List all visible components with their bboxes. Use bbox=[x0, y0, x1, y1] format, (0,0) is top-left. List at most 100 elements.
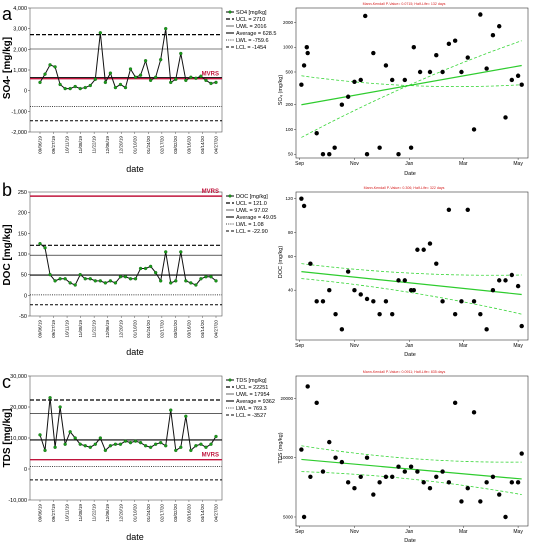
scatter-plot-area-3: 5000 10000 20000 Sep Nov Jan Mar May bbox=[280, 375, 529, 535]
scatter-point bbox=[320, 299, 326, 304]
data-point bbox=[78, 442, 82, 446]
scatter-point bbox=[515, 73, 521, 78]
x-tick-label: 01/24/20 bbox=[146, 136, 151, 154]
scatter-point bbox=[415, 469, 420, 474]
scatter-point bbox=[320, 469, 326, 474]
scatter-point bbox=[427, 241, 433, 246]
x-tick-label: 11/08/19 bbox=[78, 320, 83, 338]
data-point bbox=[123, 439, 128, 443]
x-tick-label: Jan bbox=[405, 343, 413, 349]
scatter-point bbox=[421, 480, 426, 485]
scatter-point bbox=[299, 196, 304, 201]
scatter-point bbox=[427, 69, 433, 75]
scatter-point bbox=[490, 474, 496, 479]
y-tick-label: 20000 bbox=[280, 396, 293, 401]
y-tick-label: -1,000 bbox=[11, 109, 27, 115]
scatter-point bbox=[440, 299, 445, 304]
scatter-point bbox=[345, 269, 351, 274]
scatter-title-1: Mann-Kendall P-Value= 0.0715; Half-Life=… bbox=[363, 2, 446, 6]
data-point bbox=[179, 51, 183, 56]
y-tick-label: 30,000 bbox=[10, 374, 27, 380]
scatter-point bbox=[515, 283, 521, 289]
scatter-point bbox=[411, 287, 416, 293]
data-point bbox=[43, 448, 47, 453]
scatter-point bbox=[446, 41, 452, 47]
scatter-point bbox=[371, 492, 376, 497]
data-point bbox=[63, 442, 67, 446]
data-point bbox=[88, 445, 92, 449]
data-point bbox=[63, 86, 67, 91]
x-tick-label: 10/11/19 bbox=[65, 136, 70, 154]
scatter-point bbox=[402, 469, 408, 474]
x-tick-label: 01/24/20 bbox=[146, 320, 151, 338]
data-point bbox=[164, 250, 168, 254]
scatter-point bbox=[314, 400, 319, 406]
confidence-band bbox=[301, 445, 522, 463]
y-tick-label: 2,000 bbox=[13, 47, 27, 53]
data-point bbox=[189, 75, 193, 79]
data-point bbox=[108, 71, 113, 75]
data-point bbox=[68, 281, 72, 285]
y-tick-label: 5000 bbox=[283, 514, 294, 519]
legend-entry: UCL = 121.0 bbox=[236, 201, 267, 207]
data-point bbox=[199, 442, 203, 446]
scatter-point bbox=[345, 480, 351, 485]
data-point bbox=[143, 444, 148, 448]
scatter-point bbox=[383, 63, 389, 68]
x-tick-label: Jan bbox=[405, 161, 413, 167]
x-tick-label: 01/10/20 bbox=[132, 136, 137, 154]
scatter-point bbox=[314, 299, 319, 304]
data-point bbox=[148, 264, 153, 269]
data-point bbox=[209, 275, 213, 279]
data-point bbox=[174, 448, 178, 453]
data-point bbox=[73, 283, 77, 287]
data-point bbox=[189, 448, 193, 453]
scatter-point bbox=[339, 102, 345, 107]
scatter-point bbox=[383, 474, 389, 479]
data-point bbox=[138, 266, 143, 271]
data-point bbox=[38, 242, 42, 246]
scatter-point bbox=[320, 152, 326, 157]
x-tick-label: Mar bbox=[459, 529, 468, 535]
x-tick-label: Sep bbox=[295, 343, 304, 349]
data-point bbox=[138, 73, 143, 77]
scatter-point bbox=[503, 514, 508, 520]
data-point bbox=[58, 277, 62, 281]
scatter-point bbox=[471, 299, 477, 304]
x-tick-label: May bbox=[513, 161, 523, 167]
scatter-point bbox=[377, 145, 382, 150]
x-tick-label: 04/14/20 bbox=[200, 136, 205, 154]
data-point bbox=[159, 279, 163, 283]
y-tick-label: 40 bbox=[288, 288, 294, 293]
legend-entry: LCL = -22.90 bbox=[236, 229, 268, 235]
scatter-point bbox=[515, 480, 521, 485]
y-tick-label: 10000 bbox=[280, 455, 293, 460]
x-tick-label: 12/06/19 bbox=[105, 504, 110, 522]
x-tick-label: 09/27/19 bbox=[51, 136, 56, 154]
legend-entry: LWL = -759.6 bbox=[236, 38, 269, 44]
data-point bbox=[143, 266, 148, 271]
data-point bbox=[159, 58, 163, 62]
scatter-point bbox=[490, 287, 496, 293]
trend-scatter-3: Mann-Kendall P-Value= 0.0911; Half-Life=… bbox=[278, 370, 529, 544]
scatter-point bbox=[299, 447, 304, 452]
scatter-point bbox=[408, 464, 414, 469]
y-tick-label: 200 bbox=[18, 211, 27, 217]
scatter-point bbox=[396, 464, 401, 469]
data-point bbox=[98, 31, 102, 35]
x-tick-label: Nov bbox=[350, 529, 359, 535]
trend-line bbox=[301, 64, 522, 106]
x-tick-label: 12/20/19 bbox=[119, 504, 124, 522]
plot-area-c: -10,000 0 10,000 20,000 30,000 09/06/19 09/27/… bbox=[8, 374, 223, 522]
scatter-point bbox=[478, 499, 483, 504]
data-point bbox=[83, 277, 87, 281]
x-tick-label: Sep bbox=[295, 161, 304, 167]
y-tick-label: 250 bbox=[18, 190, 27, 196]
scatter-point bbox=[478, 12, 483, 17]
scatter-point bbox=[497, 278, 502, 283]
scatter-point bbox=[352, 287, 357, 293]
scatter-plot-area-2: 40 60 80 120 Sep Nov Jan Mar May bbox=[285, 191, 529, 349]
plot-area-a: -2,000 -1,000 0 1,000 2,000 3,000 4,000 09/06/1… bbox=[11, 6, 223, 154]
data-point bbox=[93, 77, 97, 81]
